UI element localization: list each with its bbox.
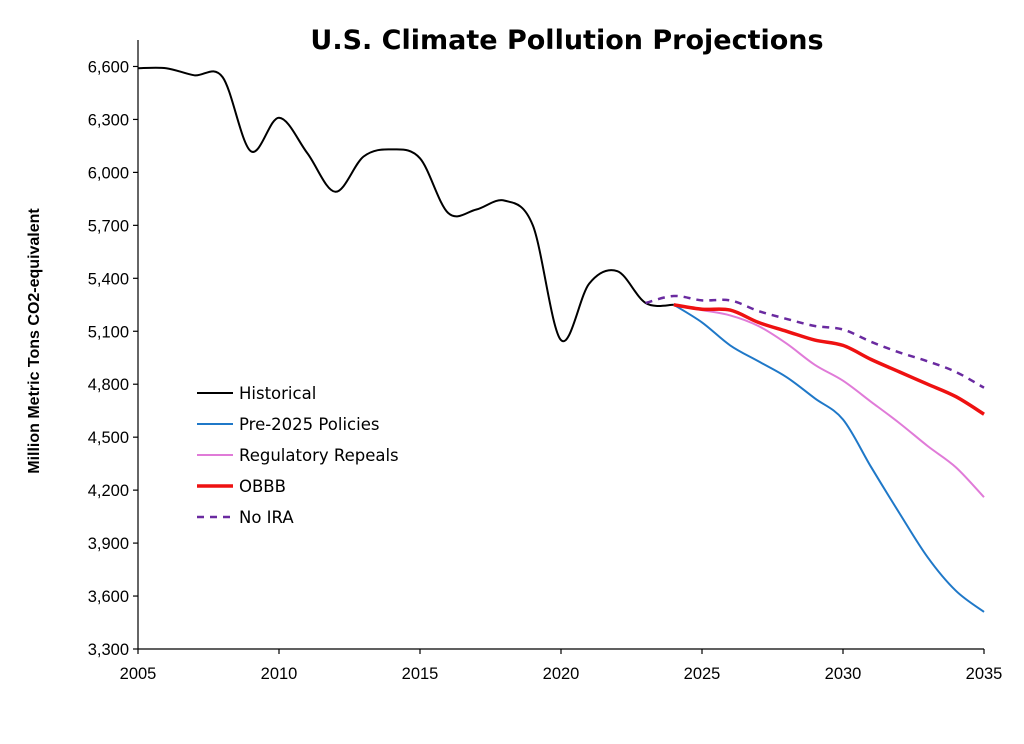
chart-title: U.S. Climate Pollution Projections bbox=[310, 25, 823, 56]
x-tick-label: 2030 bbox=[825, 665, 862, 683]
y-tick-label: 3,300 bbox=[88, 641, 129, 659]
series-line-regulatory-repeals bbox=[673, 303, 985, 498]
x-tick-label: 2010 bbox=[261, 665, 298, 683]
y-ticks: 3,300 3,600 3,900 4,200 4,500 4,800 5,100 5,400… bbox=[88, 58, 138, 659]
legend-label-pre-2025-policies: Pre-2025 Policies bbox=[239, 415, 379, 434]
legend-label-regulatory-repeals: Regulatory Repeals bbox=[239, 446, 399, 465]
y-tick-label: 6,000 bbox=[88, 164, 129, 182]
y-tick-label: 3,600 bbox=[88, 588, 129, 606]
y-tick-label: 5,400 bbox=[88, 270, 129, 288]
series-line-historical bbox=[137, 66, 674, 343]
y-tick-label: 5,700 bbox=[88, 217, 129, 235]
x-tick-label: 2005 bbox=[120, 665, 157, 683]
y-axis-label: Million Metric Tons CO2-equivalent bbox=[26, 208, 43, 474]
x-tick-label: 2025 bbox=[684, 665, 721, 683]
y-tick-label: 4,800 bbox=[88, 376, 129, 394]
series-line-obbb bbox=[673, 303, 985, 416]
x-ticks: 2005 2010 2015 2020 2025 2030 2035 bbox=[120, 649, 1003, 683]
series-layer bbox=[137, 66, 985, 613]
legend: Historical Pre-2025 Policies Regulatory Re… bbox=[197, 384, 399, 527]
y-tick-label: 6,600 bbox=[88, 58, 129, 76]
series-line-no-ira bbox=[645, 294, 985, 389]
x-tick-label: 2020 bbox=[543, 665, 580, 683]
x-tick-label: 2015 bbox=[402, 665, 439, 683]
y-tick-label: 5,100 bbox=[88, 323, 129, 341]
y-tick-label: 4,500 bbox=[88, 429, 129, 447]
legend-label-no-ira: No IRA bbox=[239, 508, 294, 527]
y-tick-label: 4,200 bbox=[88, 482, 129, 500]
y-tick-label: 3,900 bbox=[88, 535, 129, 553]
series-line-pre-2025-policies bbox=[673, 303, 985, 613]
y-tick-label: 6,300 bbox=[88, 111, 129, 129]
x-tick-label: 2035 bbox=[966, 665, 1003, 683]
legend-label-obbb: OBBB bbox=[239, 477, 286, 496]
legend-label-historical: Historical bbox=[239, 384, 316, 403]
